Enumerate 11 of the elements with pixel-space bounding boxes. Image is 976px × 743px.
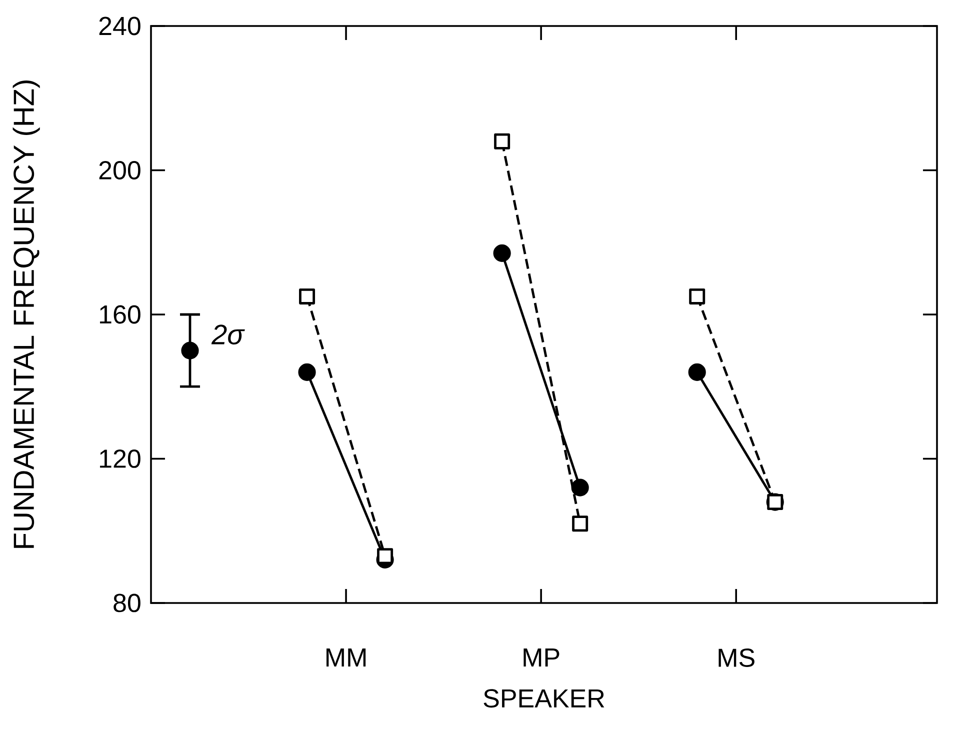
x-tick-label: MS xyxy=(718,648,754,667)
y-axis-title: FUNDAMENTAL FREQUENCY (HZ) xyxy=(12,80,40,548)
x-tick-label: MP xyxy=(524,648,560,666)
x-axis-title: SPEAKER xyxy=(484,689,604,708)
x-tick-label: MM xyxy=(326,648,366,666)
y-tick-label: 120 xyxy=(100,450,140,468)
annotation: 2σ xyxy=(211,324,245,344)
y-tick-label: 80 xyxy=(114,594,140,612)
y-tick-label: 200 xyxy=(99,161,140,180)
y-tick-label: 160 xyxy=(100,305,140,324)
y-tick-label: 240 xyxy=(99,16,140,36)
